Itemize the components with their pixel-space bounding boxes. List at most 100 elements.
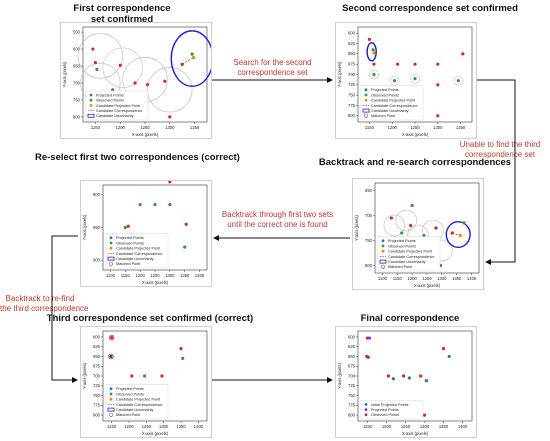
data-point — [389, 216, 393, 220]
data-point — [153, 203, 157, 207]
legend-box — [105, 384, 169, 420]
legend-label: Projected Points — [116, 236, 144, 240]
y-tick-label: 600 — [348, 334, 356, 339]
y-tick-label: 725 — [93, 383, 101, 388]
legend-swatch — [381, 244, 385, 248]
legend-swatch — [109, 397, 113, 401]
plot-panel-backtrack: 1100 1150 1200 1250 1300 1350 1400 650 700 750 800… — [352, 178, 484, 290]
y-tick-label: 800 — [348, 413, 356, 418]
legend-swatch — [109, 236, 113, 240]
y-tick-label: 700 — [348, 373, 356, 378]
legend-swatch — [364, 408, 368, 411]
legend-label: Projected Points — [116, 387, 144, 391]
legend-label: Matched Point — [116, 262, 141, 266]
x-tick-label: 1100 — [378, 276, 388, 281]
legend-label: Candidate Correspondence — [388, 255, 434, 259]
data-point — [143, 374, 147, 378]
data-point — [367, 37, 371, 41]
matched-circle — [108, 334, 115, 341]
panel-title-backtrack: Backtrack and re-search correspondences — [318, 157, 512, 168]
legend-label: Observed Points — [371, 413, 399, 417]
x-tick-label: 1300 — [420, 424, 430, 429]
data-point — [190, 52, 194, 56]
y-axis-label: Y-axis (pixels) — [354, 214, 359, 241]
data-point — [436, 62, 440, 66]
y-tick-label: 675 — [93, 364, 101, 369]
y-tick-label: 775 — [348, 403, 356, 408]
transition-search-second: Search for the second correspondence set — [233, 58, 312, 77]
x-tick-label: 1400 — [195, 273, 205, 278]
y-tick-label: 750 — [348, 393, 356, 398]
legend-label: Candidate Projected Point — [371, 99, 416, 103]
x-tick-label: 1350 — [439, 424, 449, 429]
legend-label: Candidate Correspondence — [116, 252, 162, 256]
legend-label: Matched Point — [371, 114, 396, 118]
legend-swatch — [381, 249, 385, 253]
x-tick-label: 1300 — [165, 125, 175, 130]
y-tick-label: 625 — [348, 41, 356, 46]
uncertainty-circle — [410, 73, 420, 84]
y-tick-label: 775 — [93, 403, 101, 408]
candidate-uncertainty-ellipse — [445, 220, 471, 249]
legend-label: Candidate Correspondence — [371, 104, 417, 108]
y-tick-label: 700 — [365, 213, 373, 218]
legend-swatch — [107, 256, 115, 261]
y-tick-label: 650 — [73, 63, 81, 68]
panel-title-second: Second correspondence set confirmed — [342, 3, 518, 14]
uncertainty-circle — [395, 209, 417, 232]
x-axis-label: X-axis (pixels) — [414, 283, 441, 288]
data-point — [447, 354, 451, 359]
x-tick-label: 1200 — [407, 276, 417, 281]
y-tick-label: 700 — [348, 72, 356, 77]
y-tick-label: 650 — [93, 354, 101, 359]
uncertainty-circle — [77, 33, 123, 79]
y-tick-label: 650 — [348, 51, 356, 56]
data-point — [91, 47, 95, 51]
transition-backtrack-refind: Backtrack to re-find the third correspon… — [0, 294, 89, 313]
data-point — [93, 61, 97, 65]
legend-swatch — [364, 98, 368, 102]
x-tick-label: 1250 — [142, 424, 152, 429]
y-tick-label: 625 — [93, 344, 101, 349]
legend-box — [360, 400, 424, 420]
x-tick-label: 1250 — [410, 125, 420, 130]
y-tick-label: 650 — [348, 354, 356, 359]
y-tick-label: 600 — [73, 46, 81, 51]
legend-label: Candidate Projected Point — [116, 398, 161, 402]
data-point — [458, 233, 462, 238]
legend-swatch — [379, 259, 387, 264]
legend-swatch — [89, 98, 93, 102]
x-tick-label: 1100 — [106, 273, 116, 278]
x-axis-label: X-axis (pixels) — [402, 431, 429, 436]
y-tick-label: 550 — [73, 29, 81, 34]
legend-label: Candidate Uncertainty — [388, 260, 426, 264]
x-axis-label: X-axis (pixels) — [142, 431, 169, 436]
legend-label: Observed Points — [371, 93, 399, 97]
plot-panel-second: 1150 1200 1250 1300 1350 600 625 650 675 700 725 75… — [335, 22, 477, 139]
legend-box — [105, 233, 169, 269]
legend-label: Candidate Correspondence — [96, 109, 142, 113]
data-point — [424, 379, 428, 383]
uncertainty-circle — [102, 47, 143, 88]
x-tick-label: 1200 — [388, 125, 398, 130]
panel-title-final: Final correspondence — [360, 313, 460, 324]
panel-title-reselect: Re-select first two correspondences (cor… — [35, 152, 240, 163]
data-point — [372, 51, 376, 55]
legend-label: Projected Points — [96, 93, 124, 97]
plot-panel-first: 1150 1200 1250 1300 1350 550 600 650 700 750 800 X-… — [60, 22, 212, 139]
data-point — [160, 374, 164, 378]
data-point — [168, 203, 172, 207]
data-point — [372, 72, 376, 77]
legend-swatch — [363, 113, 369, 118]
data-point — [392, 79, 397, 83]
data-point — [192, 55, 196, 60]
uncertainty-circle — [147, 67, 193, 113]
plot-panel-final: 1150 1200 1250 1300 1350 1400 600 625 650 675 700 7… — [335, 326, 477, 438]
legend-box — [377, 236, 441, 272]
data-point — [413, 62, 417, 66]
y-tick-label: 800 — [73, 114, 81, 119]
data-point — [130, 374, 134, 378]
legend-label: Candidate Projected Point — [116, 247, 161, 251]
legend-label: Projected Points — [371, 88, 399, 92]
legend-swatch — [364, 403, 368, 406]
